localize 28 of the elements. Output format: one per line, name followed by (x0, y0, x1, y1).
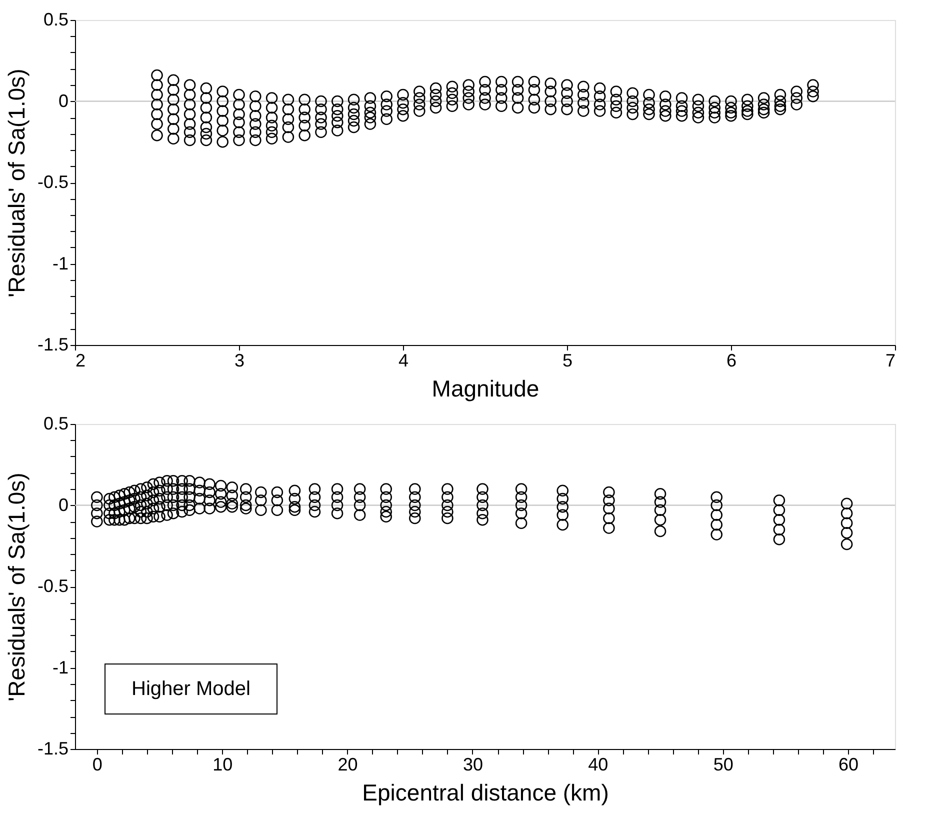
y-tick-label: -1.5 (37, 334, 68, 354)
x-tick-label: 3 (234, 350, 245, 370)
x-tick-label: 2 (76, 350, 86, 370)
x-tick-label: 40 (588, 754, 608, 774)
y-tick-label: 0.5 (43, 10, 68, 30)
x-tick-label: 6 (726, 350, 737, 370)
y-axis-title: 'Residuals' of Sa(1.0s) (3, 472, 30, 702)
x-tick-label: 5 (562, 350, 573, 370)
y-tick-label: -1 (52, 657, 68, 678)
y-tick-label: -0.5 (37, 576, 68, 596)
x-tick-label: 30 (462, 754, 483, 774)
x-tick-label: 10 (212, 754, 233, 774)
annotation: Higher Model (132, 678, 250, 700)
x-tick-label: 7 (885, 350, 896, 370)
y-axis-title: 'Residuals' of Sa(1.0s) (3, 68, 30, 298)
x-tick-label: 50 (713, 754, 734, 774)
y-tick-label: 0 (58, 494, 68, 515)
x-axis-title: Epicentral distance (km) (362, 780, 609, 806)
x-axis-title: Magnitude (432, 376, 540, 402)
x-tick-label: 20 (338, 754, 358, 774)
x-tick-label: 60 (838, 754, 859, 774)
x-tick-label: 0 (92, 754, 102, 774)
y-tick-label: 0.5 (43, 414, 68, 434)
x-tick-label: 4 (398, 350, 409, 370)
y-tick-label: 0 (58, 90, 68, 111)
y-tick-label: -1.5 (37, 738, 68, 758)
y-tick-label: -0.5 (37, 172, 68, 192)
y-tick-label: -1 (52, 253, 68, 274)
